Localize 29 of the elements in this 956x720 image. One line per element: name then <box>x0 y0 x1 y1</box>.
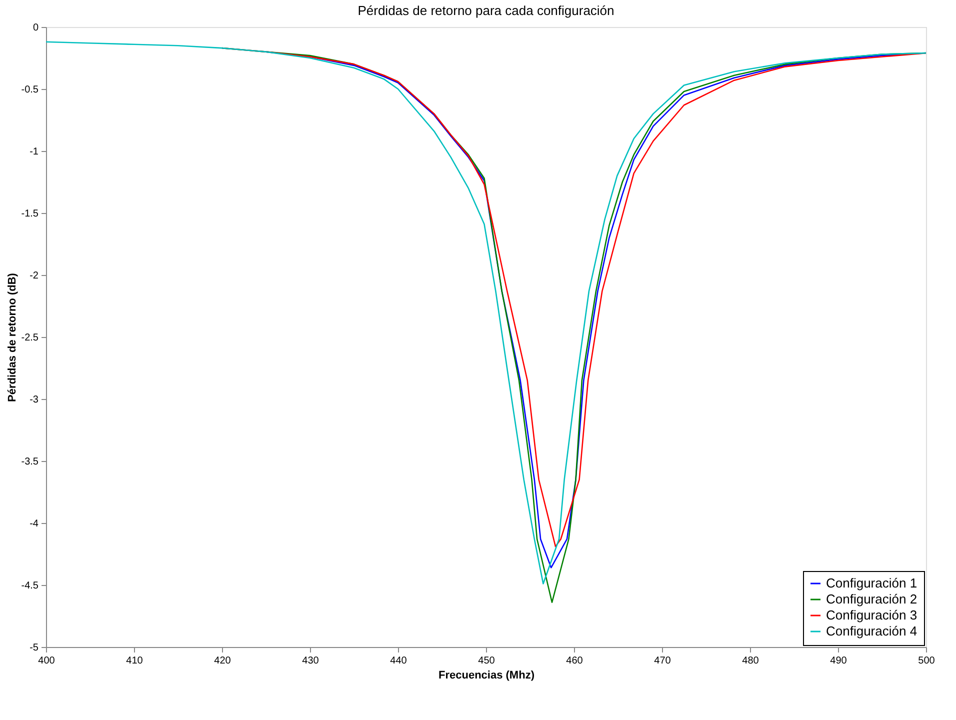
chart-title: Pérdidas de retorno para cada configuración <box>358 3 614 18</box>
legend-label: Configuración 2 <box>826 592 918 606</box>
x-tick-label: 410 <box>126 656 144 666</box>
y-tick-label: -1.5 <box>21 208 39 220</box>
x-tick-label: 490 <box>830 656 848 666</box>
y-tick-label: -5 <box>30 642 39 654</box>
x-tick-label: 470 <box>654 656 672 666</box>
x-tick-label: 430 <box>302 656 320 666</box>
y-tick-label: -2.5 <box>21 332 39 344</box>
x-tick-label: 450 <box>478 656 496 666</box>
y-tick-label: -1 <box>30 146 39 158</box>
legend-label: Configuración 3 <box>826 608 918 622</box>
legend-label: Configuración 4 <box>826 624 918 638</box>
x-tick-label: 440 <box>390 656 408 666</box>
y-tick-label: -2 <box>30 270 39 282</box>
y-tick-label: -4.5 <box>21 580 39 592</box>
y-tick-label: -4 <box>30 518 39 530</box>
y-tick-label: -3.5 <box>21 456 39 468</box>
x-tick-label: 420 <box>214 656 232 666</box>
x-axis-title: Frecuencias (Mhz) <box>438 670 535 682</box>
y-tick-label: -3 <box>30 394 39 406</box>
y-tick-label: -0.5 <box>21 84 39 96</box>
x-tick-label: 480 <box>742 656 760 666</box>
y-axis-title: Pérdidas de retorno (dB) <box>6 272 18 402</box>
x-tick-label: 400 <box>38 656 56 666</box>
x-tick-label: 460 <box>566 656 584 666</box>
legend-label: Configuración 1 <box>826 576 918 590</box>
y-tick-label: 0 <box>32 22 39 34</box>
x-tick-label: 500 <box>918 656 936 666</box>
